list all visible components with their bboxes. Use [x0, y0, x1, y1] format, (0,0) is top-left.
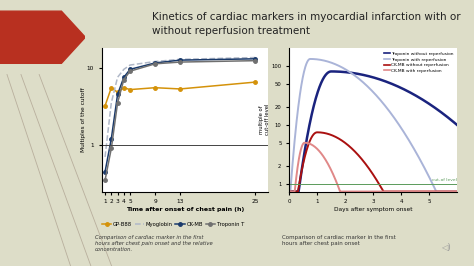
- Line: Troponin T: Troponin T: [103, 59, 257, 182]
- Myoglobin: [177, 58, 183, 61]
- Line: GPB88: GPB88: [103, 80, 257, 108]
- Myoglobin: [253, 56, 258, 59]
- Troponin T: [152, 62, 158, 65]
- CK-MB: [121, 76, 127, 79]
- CK-MB: [109, 137, 114, 140]
- GPB88: [177, 87, 183, 90]
- Text: Comparison of cardiac marker in the first
hours after chest pain onset and the r: Comparison of cardiac marker in the firs…: [95, 235, 212, 252]
- CK-MB: [177, 59, 183, 62]
- GPB88: [121, 86, 127, 89]
- CK-MB: [102, 170, 108, 173]
- GPB88: [102, 104, 108, 107]
- Line: Myoglobin: Myoglobin: [105, 57, 255, 157]
- Text: ◁): ◁): [441, 243, 450, 252]
- Y-axis label: Multiples of the cutoff: Multiples of the cutoff: [81, 87, 85, 152]
- Myoglobin: [127, 64, 133, 67]
- Text: Comparison of cardiac marker in the first
hours after chest pain onset: Comparison of cardiac marker in the firs…: [282, 235, 396, 246]
- CK-MB: [127, 68, 133, 71]
- Myoglobin: [109, 101, 114, 105]
- Y-axis label: multiple of
cut-off level: multiple of cut-off level: [259, 104, 270, 135]
- CK-MB: [152, 61, 158, 65]
- Myoglobin: [152, 60, 158, 63]
- Troponin T: [127, 70, 133, 73]
- Troponin T: [177, 60, 183, 64]
- CK-MB: [115, 93, 120, 96]
- X-axis label: Time after onset of chest pain (h): Time after onset of chest pain (h): [126, 207, 244, 212]
- Myoglobin: [115, 76, 120, 79]
- GPB88: [115, 91, 120, 94]
- GPB88: [109, 86, 114, 89]
- CK-MB: [253, 57, 258, 60]
- Troponin T: [121, 78, 127, 81]
- Troponin T: [253, 59, 258, 62]
- Text: cut-of level: cut-of level: [432, 178, 457, 182]
- GPB88: [253, 81, 258, 84]
- X-axis label: Days after symptom onset: Days after symptom onset: [334, 207, 412, 212]
- GPB88: [152, 86, 158, 89]
- Legend: Troponin without reperfusion, Troponin with reperfusion, CK-MB without reperfusi: Troponin without reperfusion, Troponin w…: [383, 50, 455, 75]
- GPB88: [127, 88, 133, 91]
- Myoglobin: [121, 68, 127, 71]
- Troponin T: [102, 179, 108, 182]
- Polygon shape: [0, 11, 85, 63]
- Text: Kinetics of cardiac markers in myocardial infarction with or
without reperfusion: Kinetics of cardiac markers in myocardia…: [152, 12, 460, 36]
- Legend: GP·B88, Myoglobin, CK-MB, Troponin T: GP·B88, Myoglobin, CK-MB, Troponin T: [100, 219, 246, 229]
- Troponin T: [115, 101, 120, 105]
- Line: CK-MB: CK-MB: [103, 57, 257, 173]
- Myoglobin: [102, 155, 108, 159]
- Troponin T: [109, 147, 114, 150]
